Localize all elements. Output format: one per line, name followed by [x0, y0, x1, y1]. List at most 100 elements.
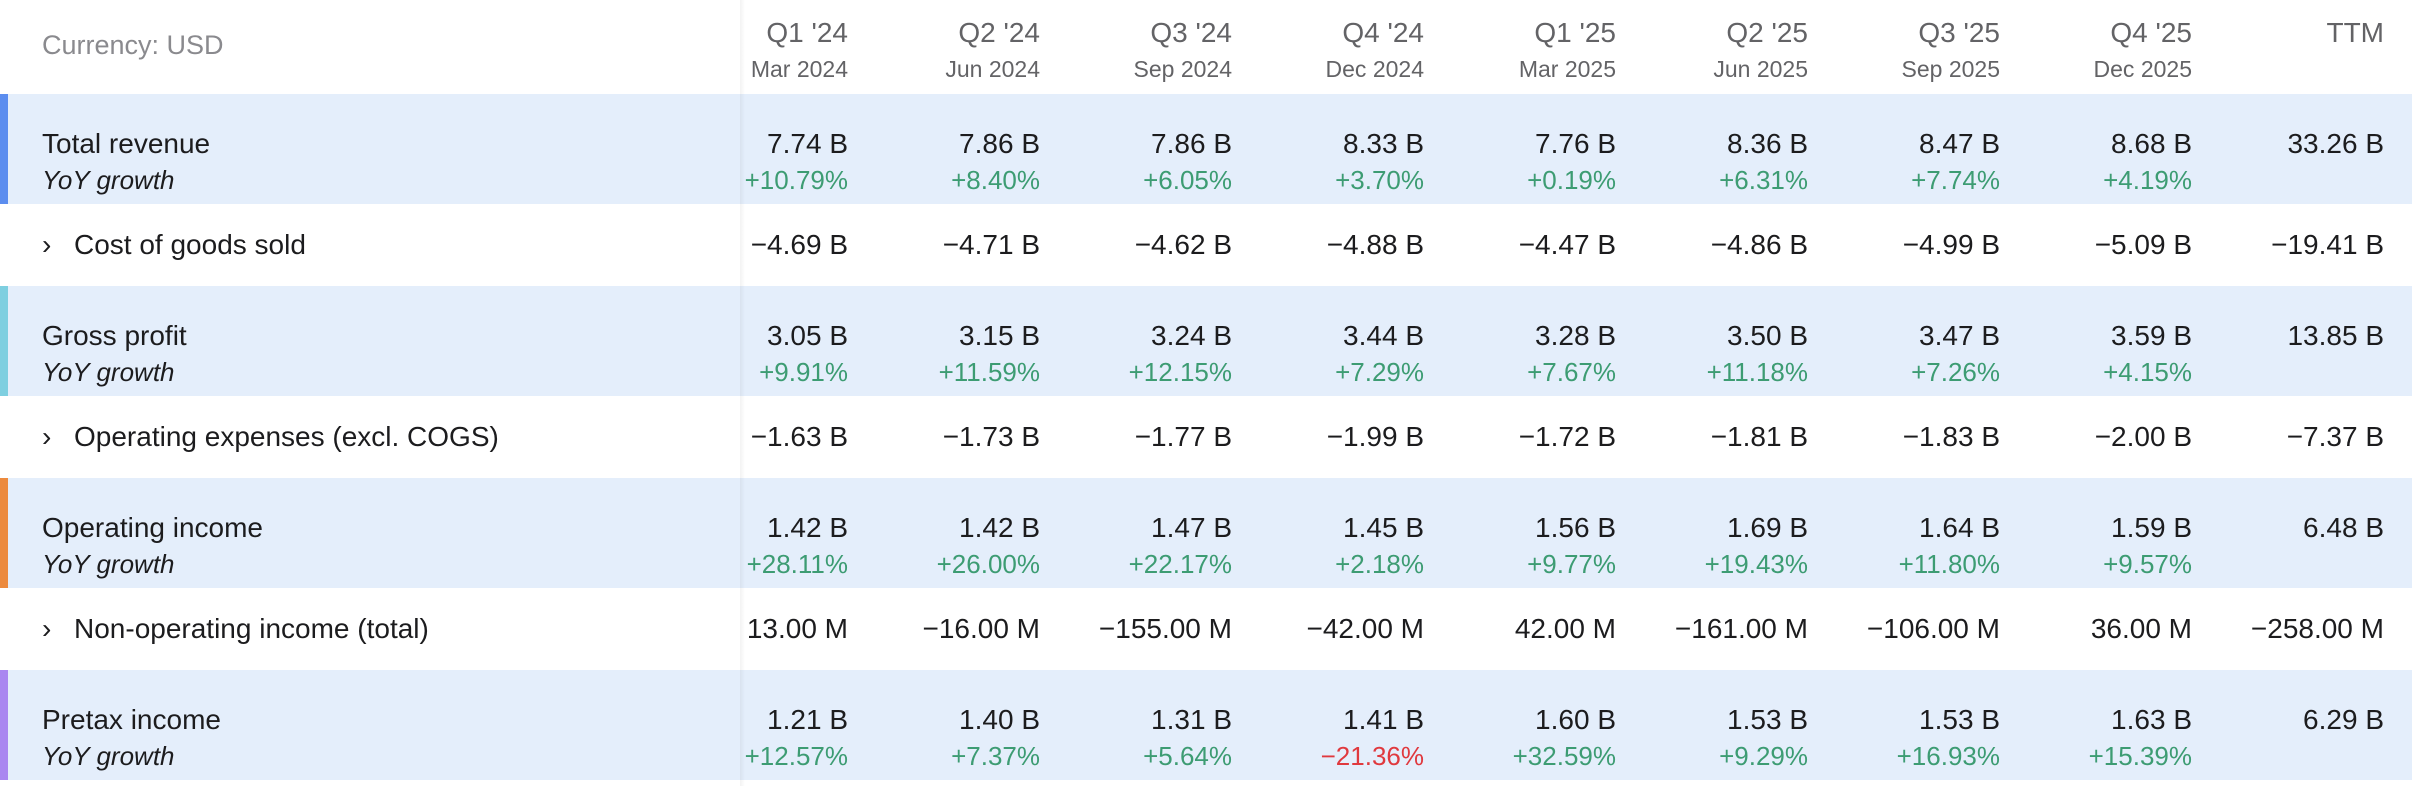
col-header[interactable]: Q4 '25 Dec 2025 [2012, 0, 2192, 94]
value-cell: 3.28 B +7.67% [1436, 286, 1616, 396]
value-cell: 1.53 B +9.29% [1628, 670, 1808, 780]
value-cell: 1.42 B +28.11% [668, 478, 848, 588]
col-quarter: Q4 '25 [2110, 17, 2192, 48]
value-cell: 7.74 B +10.79% [668, 94, 848, 204]
value: −1.99 B [1326, 421, 1424, 452]
value-cell: 7.86 B +6.05% [1052, 94, 1232, 204]
growth: +9.91% [759, 357, 848, 387]
row-operating-expenses[interactable]: › Operating expenses (excl. COGS) −1.63 B… [0, 396, 2412, 478]
row-title: Non-operating income (total) [74, 613, 429, 644]
value: 3.44 B [1343, 320, 1424, 351]
ttm-value: −19.41 B [2271, 229, 2384, 260]
growth: +2.18% [1335, 549, 1424, 579]
value-cell: 8.36 B +6.31% [1628, 94, 1808, 204]
value-cell: 1.40 B +7.37% [860, 670, 1040, 780]
value-cell: 42.00 M [1436, 588, 1616, 670]
growth: +3.70% [1335, 165, 1424, 195]
value: 8.68 B [2111, 128, 2192, 159]
value: 3.05 B [767, 320, 848, 351]
value-cell: −4.62 B [1052, 204, 1232, 286]
growth: +12.57% [744, 741, 848, 771]
value-cell: 1.45 B +2.18% [1244, 478, 1424, 588]
value: 3.59 B [2111, 320, 2192, 351]
value: 3.24 B [1151, 320, 1232, 351]
value: 1.42 B [959, 512, 1040, 543]
row-title: Total revenue [42, 128, 211, 159]
value: 1.60 B [1535, 704, 1616, 735]
growth: +12.15% [1128, 357, 1232, 387]
row-pretax-income[interactable]: Pretax income YoY growth 1.21 B +12.57% 1… [0, 670, 2412, 780]
value: −4.71 B [942, 229, 1040, 260]
growth: +4.15% [2103, 357, 2192, 387]
row-non-operating-income[interactable]: › Non-operating income (total) 13.00 M −1… [0, 588, 2412, 670]
value-cell: −1.83 B [1820, 396, 2000, 478]
value-cell: −1.99 B [1244, 396, 1424, 478]
value: −4.86 B [1710, 229, 1808, 260]
growth: +7.74% [1911, 165, 2000, 195]
col-quarter: Q1 '25 [1534, 17, 1616, 48]
growth: +7.67% [1527, 357, 1616, 387]
value: −4.99 B [1902, 229, 2000, 260]
value: 1.45 B [1343, 512, 1424, 543]
row-subtitle: YoY growth [42, 357, 175, 387]
growth: +0.19% [1527, 165, 1616, 195]
growth: +8.40% [951, 165, 1040, 195]
expand-toggle[interactable]: › Cost of goods sold [42, 204, 306, 286]
col-quarter: Q4 '24 [1342, 17, 1424, 48]
row-subtitle: YoY growth [42, 549, 175, 579]
chevron-right-icon: › [42, 229, 52, 260]
value-cell: −4.71 B [860, 204, 1040, 286]
ttm-cell: −7.37 B [2204, 396, 2384, 478]
row-cost-of-goods-sold[interactable]: › Cost of goods sold −4.69 B −4.71 B −4.6… [0, 204, 2412, 286]
col-header[interactable]: Q3 '24 Sep 2024 [1052, 0, 1232, 94]
value-cell: 7.86 B +8.40% [860, 94, 1040, 204]
col-header-ttm[interactable]: TTM [2204, 0, 2384, 94]
value-cell: −155.00 M [1052, 588, 1232, 670]
value: 8.47 B [1919, 128, 2000, 159]
row-operating-income[interactable]: Operating income YoY growth 1.42 B +28.11… [0, 478, 2412, 588]
row-label: › Cost of goods sold [42, 204, 722, 286]
col-header[interactable]: Q1 '25 Mar 2025 [1436, 0, 1616, 94]
value-cell: 3.59 B +4.15% [2012, 286, 2192, 396]
growth: +5.64% [1143, 741, 1232, 771]
expand-toggle[interactable]: › Operating expenses (excl. COGS) [42, 396, 499, 478]
value: 3.50 B [1727, 320, 1808, 351]
value-cell: 8.47 B +7.74% [1820, 94, 2000, 204]
growth: +7.29% [1335, 357, 1424, 387]
row-label: Total revenue YoY growth [42, 94, 722, 204]
value: 1.53 B [1919, 704, 2000, 735]
value-cell: −1.77 B [1052, 396, 1232, 478]
value-cell: −161.00 M [1628, 588, 1808, 670]
ttm-value: 33.26 B [2287, 128, 2384, 159]
row-subtitle: YoY growth [42, 165, 175, 195]
value-cell: 3.47 B +7.26% [1820, 286, 2000, 396]
row-label: Gross profit YoY growth [42, 286, 722, 396]
table-header: Currency: USD Q1 '24 Mar 2024 Q2 '24 Jun 2… [0, 0, 2412, 94]
ttm-value: −258.00 M [2250, 613, 2384, 644]
value: 1.56 B [1535, 512, 1616, 543]
row-total-revenue[interactable]: Total revenue YoY growth 7.74 B +10.79% 7… [0, 94, 2412, 204]
col-header[interactable]: Q2 '25 Jun 2025 [1628, 0, 1808, 94]
value: −1.77 B [1134, 421, 1232, 452]
growth: +6.31% [1719, 165, 1808, 195]
value: −4.69 B [750, 229, 848, 260]
expand-toggle[interactable]: › Non-operating income (total) [42, 588, 429, 670]
row-gross-profit[interactable]: Gross profit YoY growth 3.05 B +9.91% 3.1… [0, 286, 2412, 396]
col-header[interactable]: Q1 '24 Mar 2024 [668, 0, 848, 94]
col-header[interactable]: Q3 '25 Sep 2025 [1820, 0, 2000, 94]
col-header[interactable]: Q2 '24 Jun 2024 [860, 0, 1040, 94]
value: 8.36 B [1727, 128, 1808, 159]
value: −5.09 B [2094, 229, 2192, 260]
value-cell: −4.88 B [1244, 204, 1424, 286]
value: 1.63 B [2111, 704, 2192, 735]
value: 3.28 B [1535, 320, 1616, 351]
value: 1.41 B [1343, 704, 1424, 735]
col-header[interactable]: Q4 '24 Dec 2024 [1244, 0, 1424, 94]
row-title: Pretax income [42, 704, 221, 735]
value: −42.00 M [1306, 613, 1424, 644]
value: −1.72 B [1518, 421, 1616, 452]
ttm-cell: −258.00 M [2204, 588, 2384, 670]
col-quarter: Q2 '25 [1726, 17, 1808, 48]
value: 1.59 B [2111, 512, 2192, 543]
